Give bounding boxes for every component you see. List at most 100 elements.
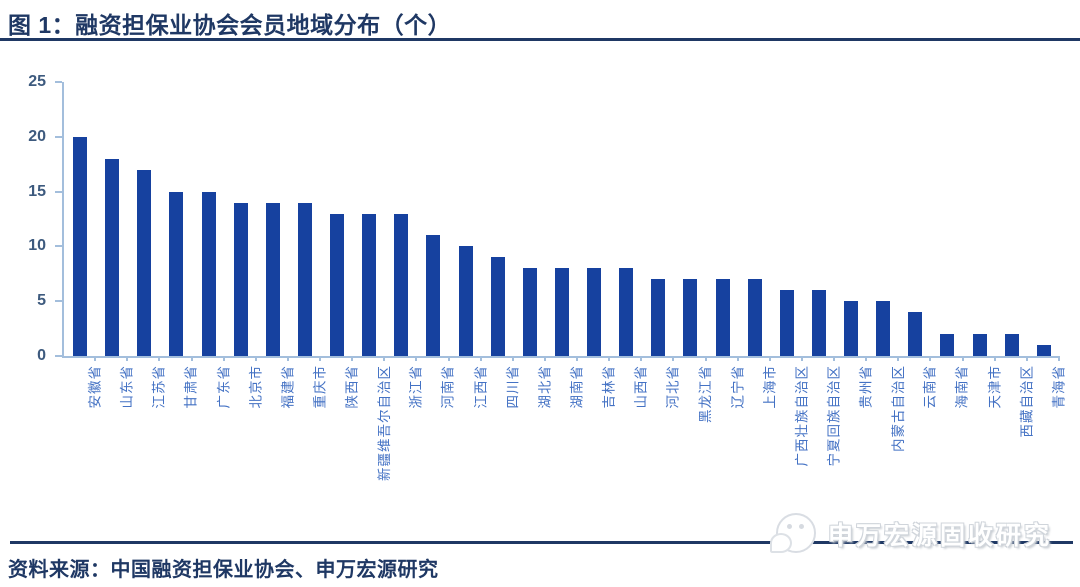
y-tick-mark (55, 135, 62, 138)
bar (362, 213, 377, 356)
source-note: 资料来源：中国融资担保业协会、申万宏源研究 (8, 559, 439, 581)
x-tick-label: 山西省 (633, 365, 649, 409)
bar-cell: 重庆市 (289, 82, 327, 409)
bars-container: 安徽省 山东省 江苏省 甘肃省 广东省 北京市 福建省 重庆市 陕西省 新疆维吾尔自治区 浙江省 河南… (64, 82, 1066, 481)
x-tick-mark (865, 356, 868, 361)
bar-cell: 北京市 (225, 82, 263, 409)
bar-cell: 湖北省 (514, 82, 552, 409)
x-tick-label: 广东省 (216, 365, 232, 409)
x-tick-mark (576, 356, 579, 361)
bar-cell: 贵州省 (835, 82, 874, 409)
y-axis-labels: 0 5 10 15 20 25 (0, 73, 52, 364)
x-tick-mark (254, 356, 257, 361)
x-tick-label: 黑龙江省 (697, 365, 713, 423)
bar-cell: 天津市 (964, 82, 1002, 409)
bar (522, 268, 537, 356)
y-tick-mark (55, 300, 62, 303)
bar (908, 312, 923, 356)
x-tick-label: 河南省 (440, 365, 456, 409)
x-tick-mark (447, 356, 450, 361)
x-tick-mark (1025, 356, 1028, 361)
bar-cell: 内蒙古自治区 (867, 82, 906, 452)
x-tick-label: 西藏自治区 (1019, 365, 1035, 438)
bar-cell: 江苏省 (128, 82, 167, 409)
bar-cell: 浙江省 (385, 82, 424, 409)
x-tick-mark (479, 356, 482, 361)
footer-rule (10, 541, 1073, 544)
bar (233, 202, 248, 356)
bar (554, 268, 569, 356)
bar-cell: 安徽省 (64, 82, 103, 409)
bar (876, 301, 891, 356)
x-tick-mark (768, 356, 771, 361)
bar-cell: 河南省 (417, 82, 456, 409)
figure-title: 图 1：融资担保业协会会员地域分布（个） (8, 12, 452, 38)
x-tick-mark (511, 356, 514, 361)
bar-cell: 陕西省 (321, 82, 360, 409)
x-tick-mark (286, 356, 289, 361)
bar (619, 268, 634, 356)
y-tick-label: 5 (37, 292, 46, 310)
bar (490, 257, 505, 356)
bar (426, 235, 441, 356)
bar-cell: 吉林省 (578, 82, 617, 409)
x-tick-label: 甘肃省 (183, 365, 199, 409)
x-tick-mark (415, 356, 418, 361)
x-tick-mark (993, 356, 996, 361)
x-tick-mark (190, 356, 193, 361)
x-tick-label: 宁夏回族自治区 (826, 365, 842, 467)
watermark: 申万宏源固收研究 (769, 506, 1052, 562)
bar-cell: 辽宁省 (707, 82, 745, 409)
bar-cell: 广西壮族自治区 (771, 82, 809, 467)
y-tick-label: 0 (37, 347, 46, 364)
x-tick-label: 天津市 (987, 365, 1003, 409)
bar (683, 279, 698, 356)
x-tick-mark (1058, 356, 1060, 361)
x-tick-label: 福建省 (280, 365, 296, 409)
bar (330, 213, 345, 356)
bar-cell: 山西省 (610, 82, 649, 409)
bar (73, 136, 88, 356)
bar-cell: 福建省 (257, 82, 295, 409)
bar (137, 169, 152, 356)
x-tick-mark (319, 356, 322, 361)
y-tick-mark (55, 81, 62, 83)
x-tick-label: 新疆维吾尔自治区 (376, 365, 392, 481)
x-tick-label: 四川省 (505, 365, 521, 409)
title-underline (0, 38, 1080, 41)
x-tick-label: 浙江省 (408, 365, 424, 409)
x-tick-mark (158, 356, 161, 361)
x-tick-mark (94, 356, 97, 361)
x-tick-label: 广西壮族自治区 (794, 365, 810, 467)
bar-cell: 黑龙江省 (674, 82, 713, 423)
bar-cell: 四川省 (482, 82, 520, 409)
x-tick-mark (833, 356, 836, 361)
x-tick-mark (126, 356, 129, 361)
x-tick-mark (608, 356, 611, 361)
bar-cell: 上海市 (739, 82, 777, 409)
bar (265, 202, 280, 356)
watermark-text: 申万宏源固收研究 (827, 522, 1052, 550)
x-tick-label: 贵州省 (858, 365, 874, 409)
x-tick-label: 青海省 (1051, 365, 1067, 409)
x-tick-label: 北京市 (248, 365, 264, 409)
bar (1036, 345, 1051, 356)
bar-cell: 江西省 (450, 82, 488, 409)
bar (169, 191, 184, 356)
bar-cell: 西藏自治区 (996, 82, 1034, 438)
x-tick-label: 重庆市 (312, 365, 328, 409)
y-tick-label: 25 (28, 73, 46, 90)
x-tick-label: 江西省 (473, 365, 489, 409)
bar (458, 246, 473, 356)
y-tick-label: 15 (28, 182, 46, 200)
bar-cell: 河北省 (642, 82, 681, 409)
x-tick-mark (800, 356, 803, 361)
bar-cell: 青海省 (1028, 82, 1066, 409)
x-tick-mark (961, 356, 964, 361)
y-tick-label: 10 (28, 237, 46, 255)
bar-cell: 宁夏回族自治区 (803, 82, 841, 467)
bar (811, 290, 826, 356)
x-tick-mark (640, 356, 643, 361)
x-tick-mark (736, 356, 739, 361)
